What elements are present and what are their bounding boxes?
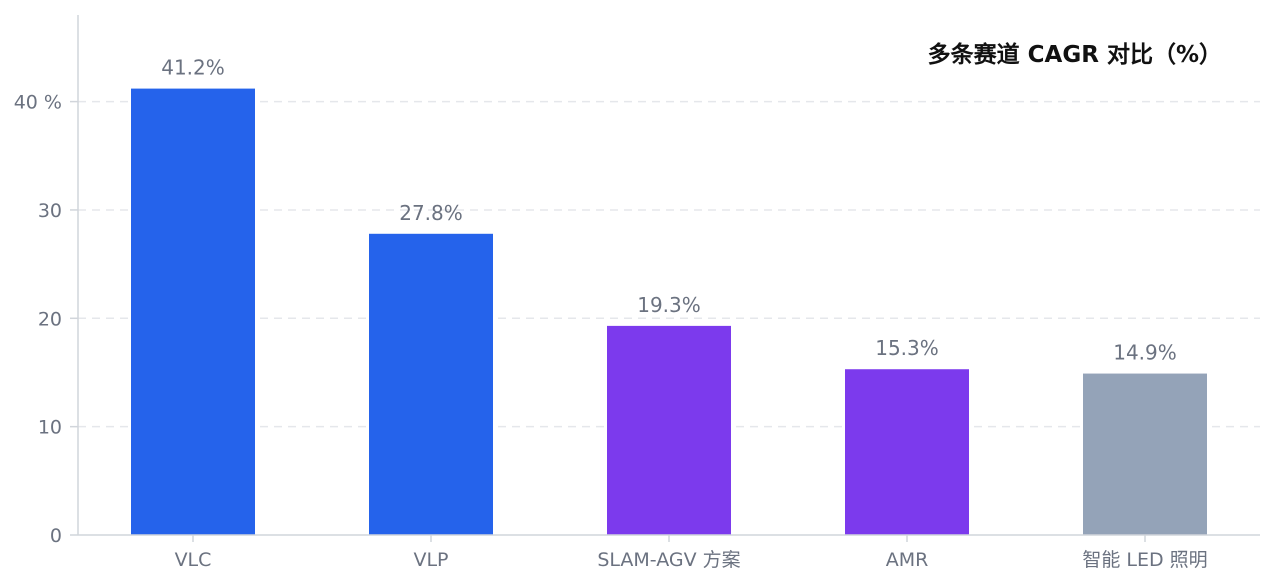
- data-label: 14.9%: [1113, 341, 1177, 365]
- bar-5: [1083, 373, 1207, 535]
- data-label: 41.2%: [161, 56, 225, 80]
- bar-4: [845, 369, 969, 535]
- bar-2: [369, 233, 493, 536]
- x-tick-label: 智能 LED 照明: [1082, 549, 1207, 571]
- x-tick-label: AMR: [886, 549, 929, 571]
- data-label: 15.3%: [875, 336, 939, 360]
- y-tick-label: 30: [38, 200, 62, 222]
- x-tick-label: SLAM-AGV 方案: [597, 549, 740, 571]
- y-tick-label: 40 %: [14, 92, 62, 114]
- data-label: 19.3%: [637, 293, 701, 317]
- data-label: 27.8%: [399, 201, 463, 225]
- bars: [131, 88, 1207, 536]
- bar-3: [607, 325, 731, 535]
- y-tick-label: 10: [38, 417, 62, 439]
- chart-title: 多条赛道 CAGR 对比（%）: [928, 41, 1222, 68]
- x-tick-label: VLP: [413, 549, 448, 571]
- gridlines: [70, 100, 1260, 536]
- y-tick-label: 0: [50, 525, 62, 547]
- bar-1: [131, 88, 255, 536]
- y-tick-label: 20: [38, 308, 62, 330]
- x-tick-label: VLC: [175, 549, 212, 571]
- labels: 0 10 20 30 40 % 41.2% VLC 27.8% VLP 19.3% SLAM-AGV…: [14, 56, 1208, 571]
